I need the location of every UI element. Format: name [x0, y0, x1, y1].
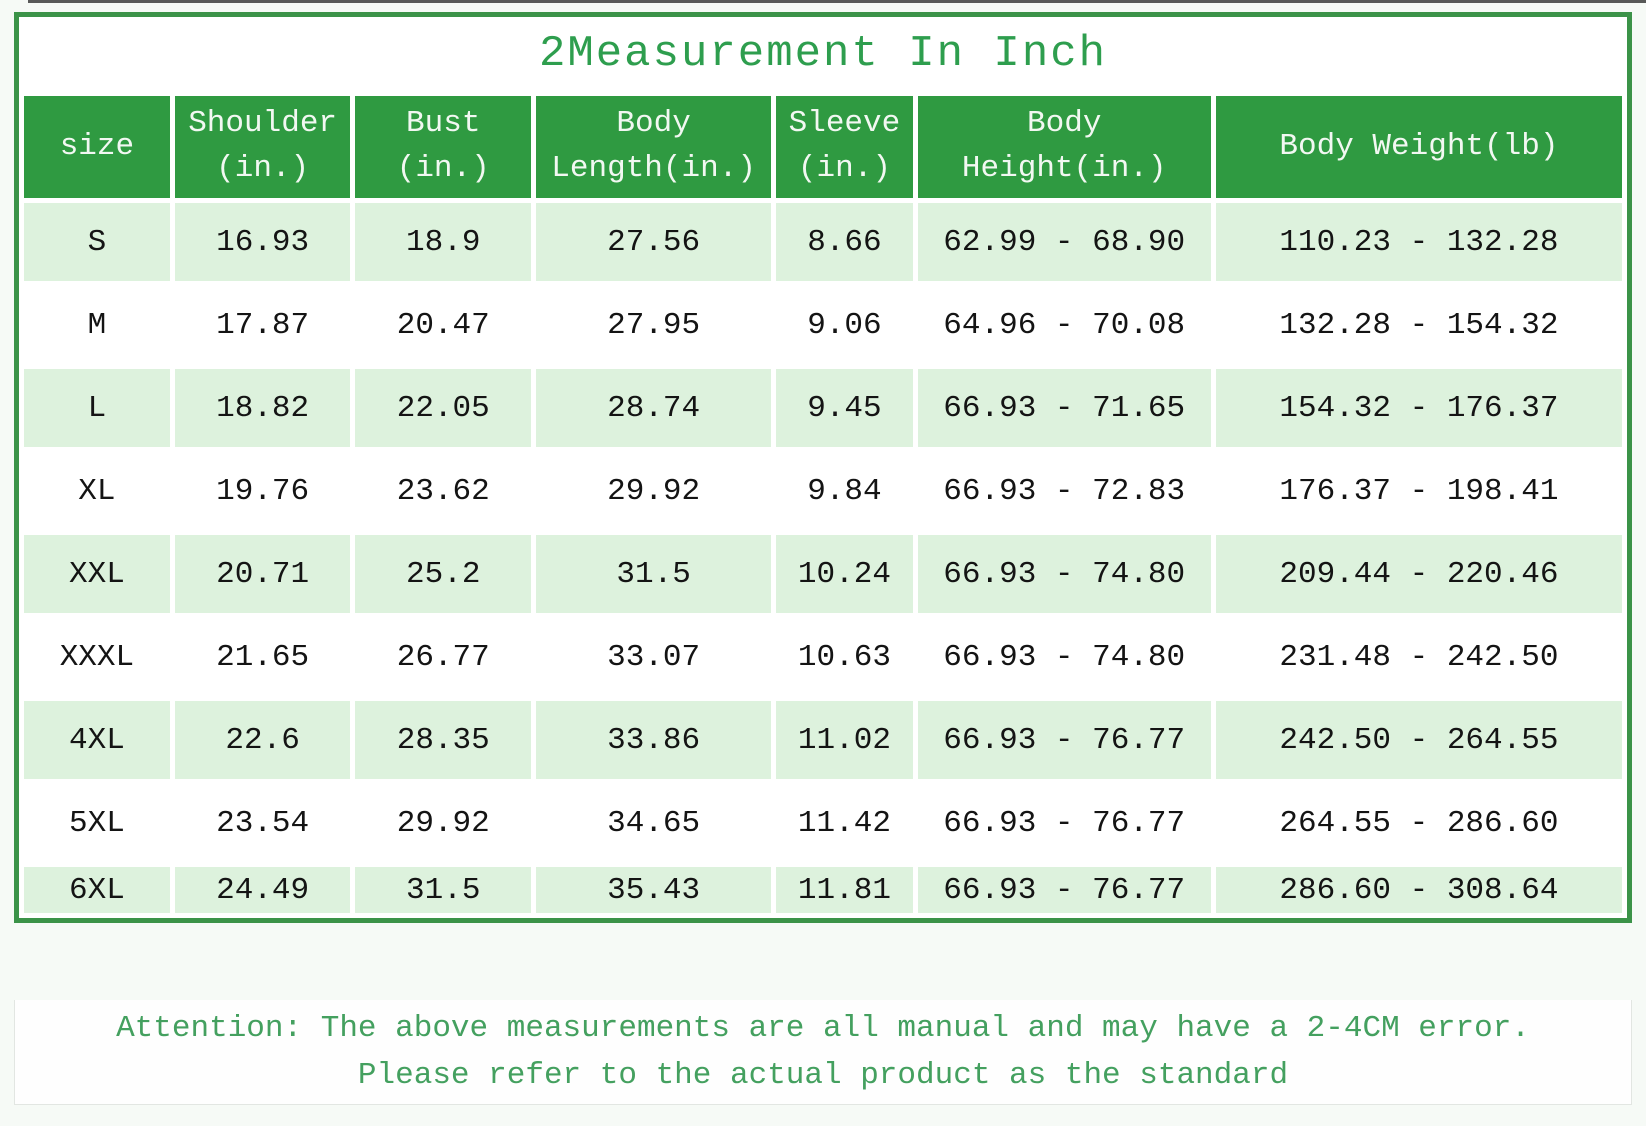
header-row: size Shoulder (in.) Bust (in.) Body Length(…	[24, 96, 1622, 198]
table-row-xxl: XXL 20.71 25.2 31.5 10.24 66.93 - 74.80 …	[24, 535, 1622, 613]
column-header-body-length: Body Length(in.)	[536, 96, 772, 198]
cell-shoulder: 16.93	[174, 203, 351, 281]
cell-body-length: 28.74	[536, 369, 772, 447]
cell-body-weight: 242.50 - 264.55	[1215, 701, 1622, 779]
table-row-5xl: 5XL 23.54 29.92 34.65 11.42 66.93 - 76.7…	[24, 784, 1622, 862]
cell-body-height: 64.96 - 70.08	[917, 286, 1211, 364]
cell-shoulder: 21.65	[174, 618, 351, 696]
cell-shoulder: 20.71	[174, 535, 351, 613]
cell-body-weight: 132.28 - 154.32	[1215, 286, 1622, 364]
cell-sleeve: 10.24	[776, 535, 913, 613]
attention-note: Attention: The above measurements are al…	[14, 1000, 1632, 1105]
cell-body-height: 66.93 - 76.77	[917, 867, 1211, 913]
cell-sleeve: 9.84	[776, 452, 913, 530]
table-row-s: S 16.93 18.9 27.56 8.66 62.99 - 68.90 11…	[24, 203, 1622, 281]
cell-body-weight: 231.48 - 242.50	[1215, 618, 1622, 696]
page-title: 2Measurement In Inch	[19, 17, 1627, 91]
cell-sleeve: 9.45	[776, 369, 913, 447]
cell-bust: 23.62	[355, 452, 532, 530]
cell-shoulder: 23.54	[174, 784, 351, 862]
cell-sleeve: 11.81	[776, 867, 913, 913]
size-cell: XL	[24, 452, 170, 530]
cell-body-length: 34.65	[536, 784, 772, 862]
cell-bust: 25.2	[355, 535, 532, 613]
cell-bust: 20.47	[355, 286, 532, 364]
cell-body-weight: 209.44 - 220.46	[1215, 535, 1622, 613]
column-header-sleeve: Sleeve (in.)	[776, 96, 913, 198]
cell-sleeve: 11.02	[776, 701, 913, 779]
cell-body-length: 33.86	[536, 701, 772, 779]
size-cell: 5XL	[24, 784, 170, 862]
cell-sleeve: 10.63	[776, 618, 913, 696]
cell-bust: 29.92	[355, 784, 532, 862]
cell-shoulder: 22.6	[174, 701, 351, 779]
cell-sleeve: 9.06	[776, 286, 913, 364]
column-header-shoulder: Shoulder (in.)	[174, 96, 351, 198]
size-chart-container: 2Measurement In Inch size Shoulder (in.) …	[14, 12, 1632, 923]
size-cell: S	[24, 203, 170, 281]
cell-body-length: 33.07	[536, 618, 772, 696]
cell-shoulder: 19.76	[174, 452, 351, 530]
cell-body-weight: 286.60 - 308.64	[1215, 867, 1622, 913]
top-divider-line	[28, 0, 1646, 3]
cell-body-length: 27.56	[536, 203, 772, 281]
cell-body-height: 66.93 - 72.83	[917, 452, 1211, 530]
cell-shoulder: 24.49	[174, 867, 351, 913]
size-cell: XXL	[24, 535, 170, 613]
size-cell: 4XL	[24, 701, 170, 779]
attention-line-2: Please refer to the actual product as th…	[357, 1058, 1289, 1093]
cell-body-height: 66.93 - 76.77	[917, 784, 1211, 862]
column-header-size: size	[24, 96, 170, 198]
column-header-bust: Bust (in.)	[355, 96, 532, 198]
cell-body-length: 31.5	[536, 535, 772, 613]
cell-sleeve: 8.66	[776, 203, 913, 281]
cell-body-length: 27.95	[536, 286, 772, 364]
size-cell: M	[24, 286, 170, 364]
cell-bust: 22.05	[355, 369, 532, 447]
table-row-4xl: 4XL 22.6 28.35 33.86 11.02 66.93 - 76.77…	[24, 701, 1622, 779]
cell-body-height: 66.93 - 74.80	[917, 535, 1211, 613]
cell-shoulder: 18.82	[174, 369, 351, 447]
cell-body-height: 66.93 - 71.65	[917, 369, 1211, 447]
size-table: size Shoulder (in.) Bust (in.) Body Length(…	[19, 91, 1627, 918]
table-row-6xl: 6XL 24.49 31.5 35.43 11.81 66.93 - 76.77…	[24, 867, 1622, 913]
table-row-m: M 17.87 20.47 27.95 9.06 64.96 - 70.08 1…	[24, 286, 1622, 364]
cell-bust: 18.9	[355, 203, 532, 281]
table-row-xxxl: XXXL 21.65 26.77 33.07 10.63 66.93 - 74.…	[24, 618, 1622, 696]
size-cell: XXXL	[24, 618, 170, 696]
cell-body-height: 66.93 - 76.77	[917, 701, 1211, 779]
cell-bust: 26.77	[355, 618, 532, 696]
cell-body-weight: 176.37 - 198.41	[1215, 452, 1622, 530]
column-header-body-weight: Body Weight(lb)	[1215, 96, 1622, 198]
table-row-xl: XL 19.76 23.62 29.92 9.84 66.93 - 72.83 …	[24, 452, 1622, 530]
cell-bust: 31.5	[355, 867, 532, 913]
cell-body-height: 66.93 - 74.80	[917, 618, 1211, 696]
cell-body-weight: 110.23 - 132.28	[1215, 203, 1622, 281]
cell-sleeve: 11.42	[776, 784, 913, 862]
attention-line-1: Attention: The above measurements are al…	[116, 1011, 1530, 1046]
column-header-body-height: Body Height(in.)	[917, 96, 1211, 198]
cell-body-weight: 264.55 - 286.60	[1215, 784, 1622, 862]
size-cell: 6XL	[24, 867, 170, 913]
cell-shoulder: 17.87	[174, 286, 351, 364]
cell-body-weight: 154.32 - 176.37	[1215, 369, 1622, 447]
cell-body-length: 35.43	[536, 867, 772, 913]
size-cell: L	[24, 369, 170, 447]
cell-body-height: 62.99 - 68.90	[917, 203, 1211, 281]
cell-bust: 28.35	[355, 701, 532, 779]
table-row-l: L 18.82 22.05 28.74 9.45 66.93 - 71.65 1…	[24, 369, 1622, 447]
cell-body-length: 29.92	[536, 452, 772, 530]
